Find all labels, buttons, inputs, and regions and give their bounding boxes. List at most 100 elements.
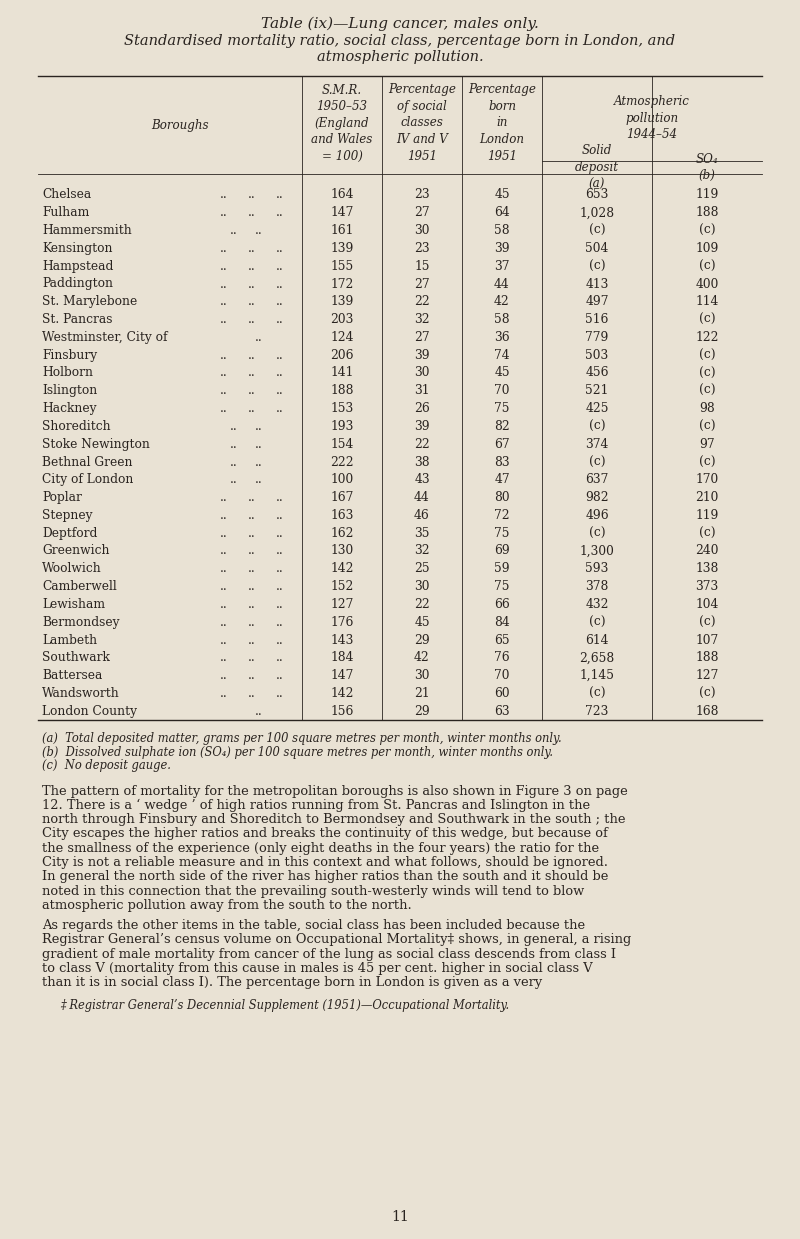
Text: 38: 38 bbox=[414, 456, 430, 468]
Text: (c): (c) bbox=[589, 686, 606, 700]
Text: 164: 164 bbox=[330, 188, 354, 202]
Text: ..: .. bbox=[276, 260, 284, 273]
Text: Percentage
born
in
London
1951: Percentage born in London 1951 bbox=[468, 83, 536, 162]
Text: 456: 456 bbox=[586, 367, 609, 379]
Text: ..: .. bbox=[248, 616, 256, 628]
Text: 172: 172 bbox=[330, 278, 354, 290]
Text: ..: .. bbox=[255, 705, 262, 717]
Text: 63: 63 bbox=[494, 705, 510, 717]
Text: 637: 637 bbox=[586, 473, 609, 486]
Text: 240: 240 bbox=[695, 544, 718, 558]
Text: 142: 142 bbox=[330, 686, 354, 700]
Text: ..: .. bbox=[255, 224, 262, 237]
Text: ..: .. bbox=[276, 384, 284, 398]
Text: 75: 75 bbox=[494, 403, 510, 415]
Text: (c): (c) bbox=[698, 224, 715, 237]
Text: Hammersmith: Hammersmith bbox=[42, 224, 132, 237]
Text: Chelsea: Chelsea bbox=[42, 188, 91, 202]
Text: 37: 37 bbox=[494, 260, 510, 273]
Text: 168: 168 bbox=[695, 705, 718, 717]
Text: 653: 653 bbox=[586, 188, 609, 202]
Text: Bermondsey: Bermondsey bbox=[42, 616, 119, 628]
Text: ..: .. bbox=[255, 420, 262, 432]
Text: ..: .. bbox=[230, 224, 238, 237]
Text: Bethnal Green: Bethnal Green bbox=[42, 456, 133, 468]
Text: (c): (c) bbox=[698, 260, 715, 273]
Text: 65: 65 bbox=[494, 633, 510, 647]
Text: Registrar General’s census volume on Occupational Mortality‡ shows, in general, : Registrar General’s census volume on Occ… bbox=[42, 933, 631, 947]
Text: 67: 67 bbox=[494, 437, 510, 451]
Text: 982: 982 bbox=[585, 491, 609, 504]
Text: ..: .. bbox=[276, 403, 284, 415]
Text: 66: 66 bbox=[494, 598, 510, 611]
Text: Poplar: Poplar bbox=[42, 491, 82, 504]
Text: ..: .. bbox=[276, 527, 284, 540]
Text: Lambeth: Lambeth bbox=[42, 633, 97, 647]
Text: 425: 425 bbox=[586, 403, 609, 415]
Text: 45: 45 bbox=[414, 616, 430, 628]
Text: (c): (c) bbox=[698, 616, 715, 628]
Text: ..: .. bbox=[220, 563, 228, 575]
Text: 75: 75 bbox=[494, 580, 510, 593]
Text: ..: .. bbox=[276, 367, 284, 379]
Text: 127: 127 bbox=[695, 669, 718, 683]
Text: 114: 114 bbox=[695, 295, 718, 309]
Text: ..: .. bbox=[220, 686, 228, 700]
Text: Fulham: Fulham bbox=[42, 207, 90, 219]
Text: ..: .. bbox=[248, 207, 256, 219]
Text: 193: 193 bbox=[330, 420, 354, 432]
Text: 504: 504 bbox=[586, 242, 609, 255]
Text: Stepney: Stepney bbox=[42, 509, 93, 522]
Text: Wandsworth: Wandsworth bbox=[42, 686, 120, 700]
Text: (c): (c) bbox=[589, 260, 606, 273]
Text: Southwark: Southwark bbox=[42, 652, 110, 664]
Text: ..: .. bbox=[248, 384, 256, 398]
Text: ..: .. bbox=[220, 509, 228, 522]
Text: 723: 723 bbox=[586, 705, 609, 717]
Text: 153: 153 bbox=[330, 403, 354, 415]
Text: ..: .. bbox=[276, 563, 284, 575]
Text: 45: 45 bbox=[494, 367, 510, 379]
Text: Westminster, City of: Westminster, City of bbox=[42, 331, 167, 344]
Text: Shoreditch: Shoreditch bbox=[42, 420, 110, 432]
Text: Solid
deposit
(a): Solid deposit (a) bbox=[575, 145, 619, 191]
Text: ..: .. bbox=[255, 473, 262, 486]
Text: 124: 124 bbox=[330, 331, 354, 344]
Text: ..: .. bbox=[220, 652, 228, 664]
Text: ..: .. bbox=[248, 491, 256, 504]
Text: ..: .. bbox=[220, 313, 228, 326]
Text: Battersea: Battersea bbox=[42, 669, 102, 683]
Text: 30: 30 bbox=[414, 367, 430, 379]
Text: ..: .. bbox=[276, 509, 284, 522]
Text: ..: .. bbox=[230, 456, 238, 468]
Text: 27: 27 bbox=[414, 331, 430, 344]
Text: 104: 104 bbox=[695, 598, 718, 611]
Text: ..: .. bbox=[276, 669, 284, 683]
Text: (c)  No deposit gauge.: (c) No deposit gauge. bbox=[42, 760, 171, 772]
Text: ..: .. bbox=[220, 598, 228, 611]
Text: atmospheric pollution away from the south to the north.: atmospheric pollution away from the sout… bbox=[42, 900, 412, 912]
Text: 162: 162 bbox=[330, 527, 354, 540]
Text: ..: .. bbox=[220, 367, 228, 379]
Text: 80: 80 bbox=[494, 491, 510, 504]
Text: 188: 188 bbox=[695, 652, 718, 664]
Text: 39: 39 bbox=[414, 420, 430, 432]
Text: 25: 25 bbox=[414, 563, 430, 575]
Text: 100: 100 bbox=[330, 473, 354, 486]
Text: 176: 176 bbox=[330, 616, 354, 628]
Text: (c): (c) bbox=[698, 348, 715, 362]
Text: (c): (c) bbox=[589, 224, 606, 237]
Text: 155: 155 bbox=[330, 260, 354, 273]
Text: 503: 503 bbox=[586, 348, 609, 362]
Text: ..: .. bbox=[276, 544, 284, 558]
Text: 44: 44 bbox=[494, 278, 510, 290]
Text: 26: 26 bbox=[414, 403, 430, 415]
Text: Atmospheric
pollution
1944–54: Atmospheric pollution 1944–54 bbox=[614, 95, 690, 141]
Text: the smallness of the experience (only eight deaths in the four years) the ratio : the smallness of the experience (only ei… bbox=[42, 841, 599, 855]
Text: 42: 42 bbox=[494, 295, 510, 309]
Text: 139: 139 bbox=[330, 295, 354, 309]
Text: 119: 119 bbox=[695, 509, 718, 522]
Text: 39: 39 bbox=[494, 242, 510, 255]
Text: 27: 27 bbox=[414, 278, 430, 290]
Text: S.M.R.
1950–53
(England
and Wales
= 100): S.M.R. 1950–53 (England and Wales = 100) bbox=[311, 83, 373, 162]
